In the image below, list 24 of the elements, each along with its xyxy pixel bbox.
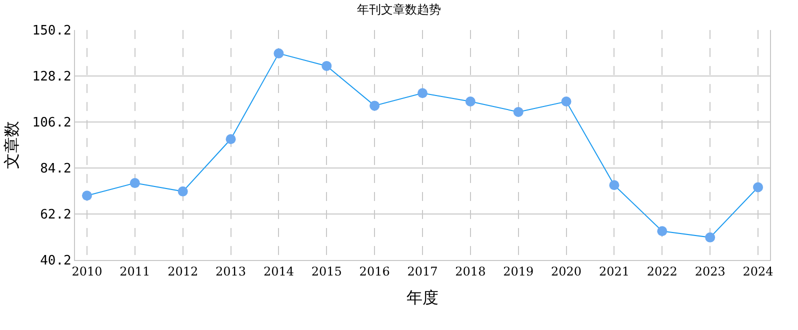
x-tick-label: 2012 xyxy=(168,264,198,278)
x-tick-label: 2019 xyxy=(503,264,534,278)
y-tick-label: 128.2 xyxy=(32,70,72,85)
x-tick-label: 2013 xyxy=(216,264,246,278)
x-tick-label: 2024 xyxy=(742,264,774,278)
x-tick-label: 2011 xyxy=(120,264,150,278)
x-tick-label: 2023 xyxy=(694,264,726,278)
x-axis-title: 年度 xyxy=(406,288,438,308)
y-tick-label: 150.2 xyxy=(32,24,72,39)
x-tick-label: 2021 xyxy=(598,264,630,278)
chart-title: 年刊文章数趋势 xyxy=(357,2,441,16)
x-tick-label: 2017 xyxy=(407,264,438,278)
x-tick-label: 2016 xyxy=(359,264,390,278)
x-tick-label: 2022 xyxy=(646,264,678,278)
y-tick-label: 40.2 xyxy=(40,254,72,269)
x-tick-label: 2014 xyxy=(263,264,294,278)
y-tick-label: 84.2 xyxy=(40,162,72,177)
y-tick-label: 106.2 xyxy=(32,116,72,131)
x-tick-label: 2020 xyxy=(551,264,582,278)
x-tick-label: 2015 xyxy=(311,264,342,278)
y-tick-label: 62.2 xyxy=(40,208,72,223)
x-tick-label: 2018 xyxy=(455,264,486,278)
y-axis-title: 文章数 xyxy=(2,121,22,169)
x-tick-label: 2010 xyxy=(72,264,102,278)
